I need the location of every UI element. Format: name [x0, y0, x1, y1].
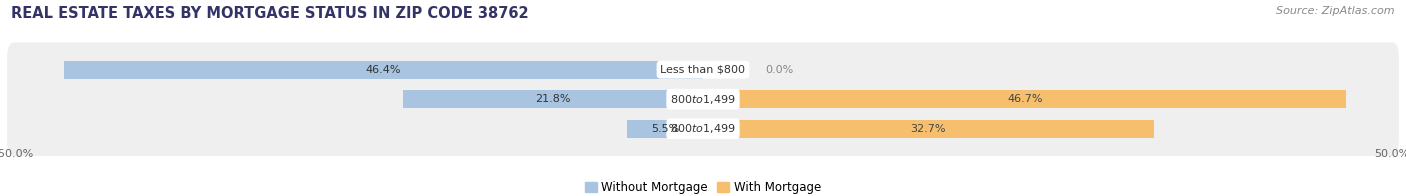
Text: 46.4%: 46.4%: [366, 65, 401, 75]
Text: 21.8%: 21.8%: [536, 94, 571, 104]
Text: Less than $800: Less than $800: [661, 65, 745, 75]
Text: REAL ESTATE TAXES BY MORTGAGE STATUS IN ZIP CODE 38762: REAL ESTATE TAXES BY MORTGAGE STATUS IN …: [11, 6, 529, 21]
Text: 32.7%: 32.7%: [911, 124, 946, 134]
Bar: [703, 90, 1347, 108]
Text: Source: ZipAtlas.com: Source: ZipAtlas.com: [1277, 6, 1395, 16]
Text: 5.5%: 5.5%: [651, 124, 679, 134]
Bar: [402, 90, 703, 108]
Bar: [63, 61, 703, 79]
Legend: Without Mortgage, With Mortgage: Without Mortgage, With Mortgage: [581, 176, 825, 196]
Text: $800 to $1,499: $800 to $1,499: [671, 122, 735, 135]
FancyBboxPatch shape: [7, 72, 1399, 126]
Text: 46.7%: 46.7%: [1007, 94, 1042, 104]
Bar: [627, 120, 703, 138]
Text: $800 to $1,499: $800 to $1,499: [671, 93, 735, 106]
Bar: [703, 120, 1153, 138]
FancyBboxPatch shape: [7, 43, 1399, 97]
Text: 0.0%: 0.0%: [765, 65, 793, 75]
FancyBboxPatch shape: [7, 102, 1399, 156]
